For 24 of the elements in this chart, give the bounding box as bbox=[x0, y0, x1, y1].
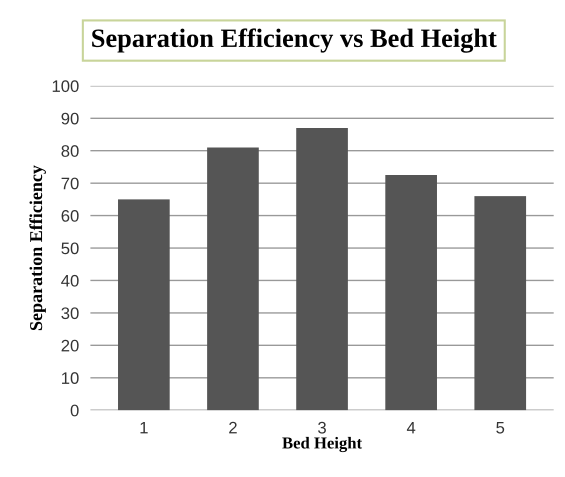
y-tick-label: 70 bbox=[62, 178, 79, 190]
y-tick-label: 30 bbox=[61, 307, 79, 320]
x-tick-label: 4 bbox=[406, 422, 416, 434]
bar bbox=[474, 196, 526, 410]
bar bbox=[118, 199, 170, 410]
y-tick-label: 0 bbox=[70, 404, 79, 416]
chart-title: Separation Efficiency vs Bed Height bbox=[92, 28, 497, 53]
y-axis-title: Separation Efficiency bbox=[29, 165, 46, 330]
y-tick-label: 80 bbox=[61, 145, 79, 157]
y-tick-label: 50 bbox=[61, 242, 79, 254]
y-tick-label: 100 bbox=[52, 80, 79, 92]
y-tick-label: 90 bbox=[62, 112, 79, 124]
bar bbox=[207, 147, 259, 410]
x-tick-label: 5 bbox=[496, 422, 504, 434]
y-tick-label: 20 bbox=[62, 340, 79, 352]
x-tick-label: 3 bbox=[318, 422, 326, 434]
x-tick-label: 1 bbox=[140, 422, 148, 434]
y-tick-label: 40 bbox=[61, 274, 79, 287]
x-axis-title: Bed Height bbox=[282, 436, 362, 452]
bar bbox=[385, 175, 437, 410]
y-tick-label: 60 bbox=[62, 210, 79, 222]
x-tick-label: 2 bbox=[229, 422, 237, 434]
y-tick-label: 10 bbox=[62, 372, 79, 384]
bar bbox=[296, 128, 348, 410]
